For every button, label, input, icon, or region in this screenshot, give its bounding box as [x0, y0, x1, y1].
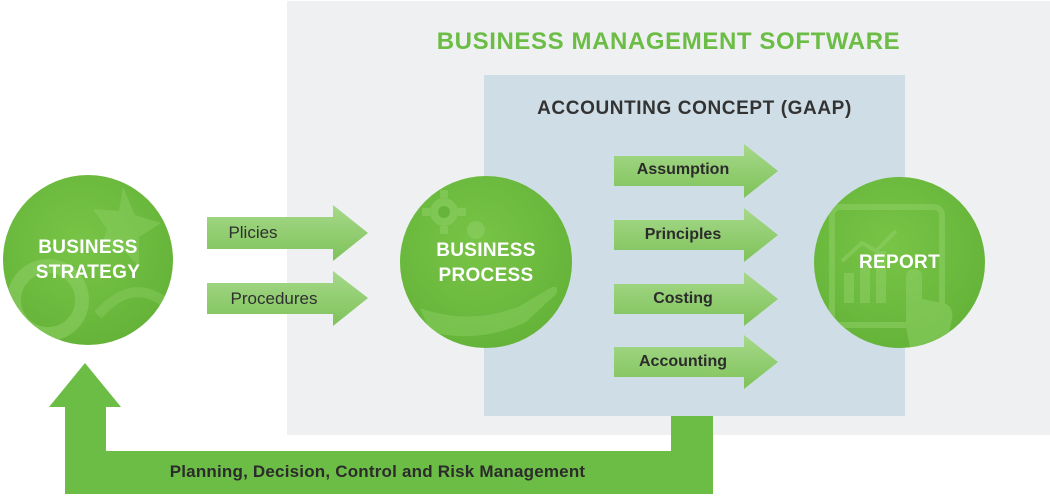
business-process-circle: BUSINESS PROCESS: [400, 176, 572, 348]
feedback-loop-label: Planning, Decision, Control and Risk Man…: [169, 462, 586, 481]
strategy-emblem-icon: [7, 187, 172, 341]
accounting-arrow: [614, 335, 778, 389]
feedback-loop-arrow: [49, 363, 713, 494]
plicies-arrow: [207, 205, 368, 261]
principles-arrow: [614, 208, 778, 262]
input-label-plicies: Plicies: [228, 223, 278, 242]
accounting-concept-title: ACCOUNTING CONCEPT (GAAP): [537, 98, 852, 119]
gaap-item-principles: Principles: [644, 226, 722, 243]
assumption-arrow: [614, 144, 778, 198]
report-label: REPORT: [859, 252, 940, 273]
business-strategy-label-line1: BUSINESS: [38, 237, 138, 258]
business-strategy-circle: BUSINESS STRATEGY: [3, 175, 173, 345]
procedures-arrow: [207, 271, 368, 326]
gear-hand-icon: [420, 190, 558, 337]
gaap-item-costing: Costing: [653, 290, 713, 307]
business-process-label-line1: BUSINESS: [436, 240, 536, 261]
business-strategy-label-line2: STRATEGY: [35, 262, 141, 283]
chart-hand-icon: [829, 204, 953, 347]
input-label-procedures: Procedures: [230, 289, 318, 308]
report-circle: REPORT: [814, 177, 985, 348]
gaap-item-assumption: Assumption: [636, 161, 730, 178]
business-process-label-line2: PROCESS: [438, 265, 534, 286]
costing-arrow: [614, 272, 778, 326]
business-management-software-title: BUSINESS MANAGEMENT SOFTWARE: [436, 28, 901, 55]
gaap-item-accounting: Accounting: [639, 353, 727, 370]
